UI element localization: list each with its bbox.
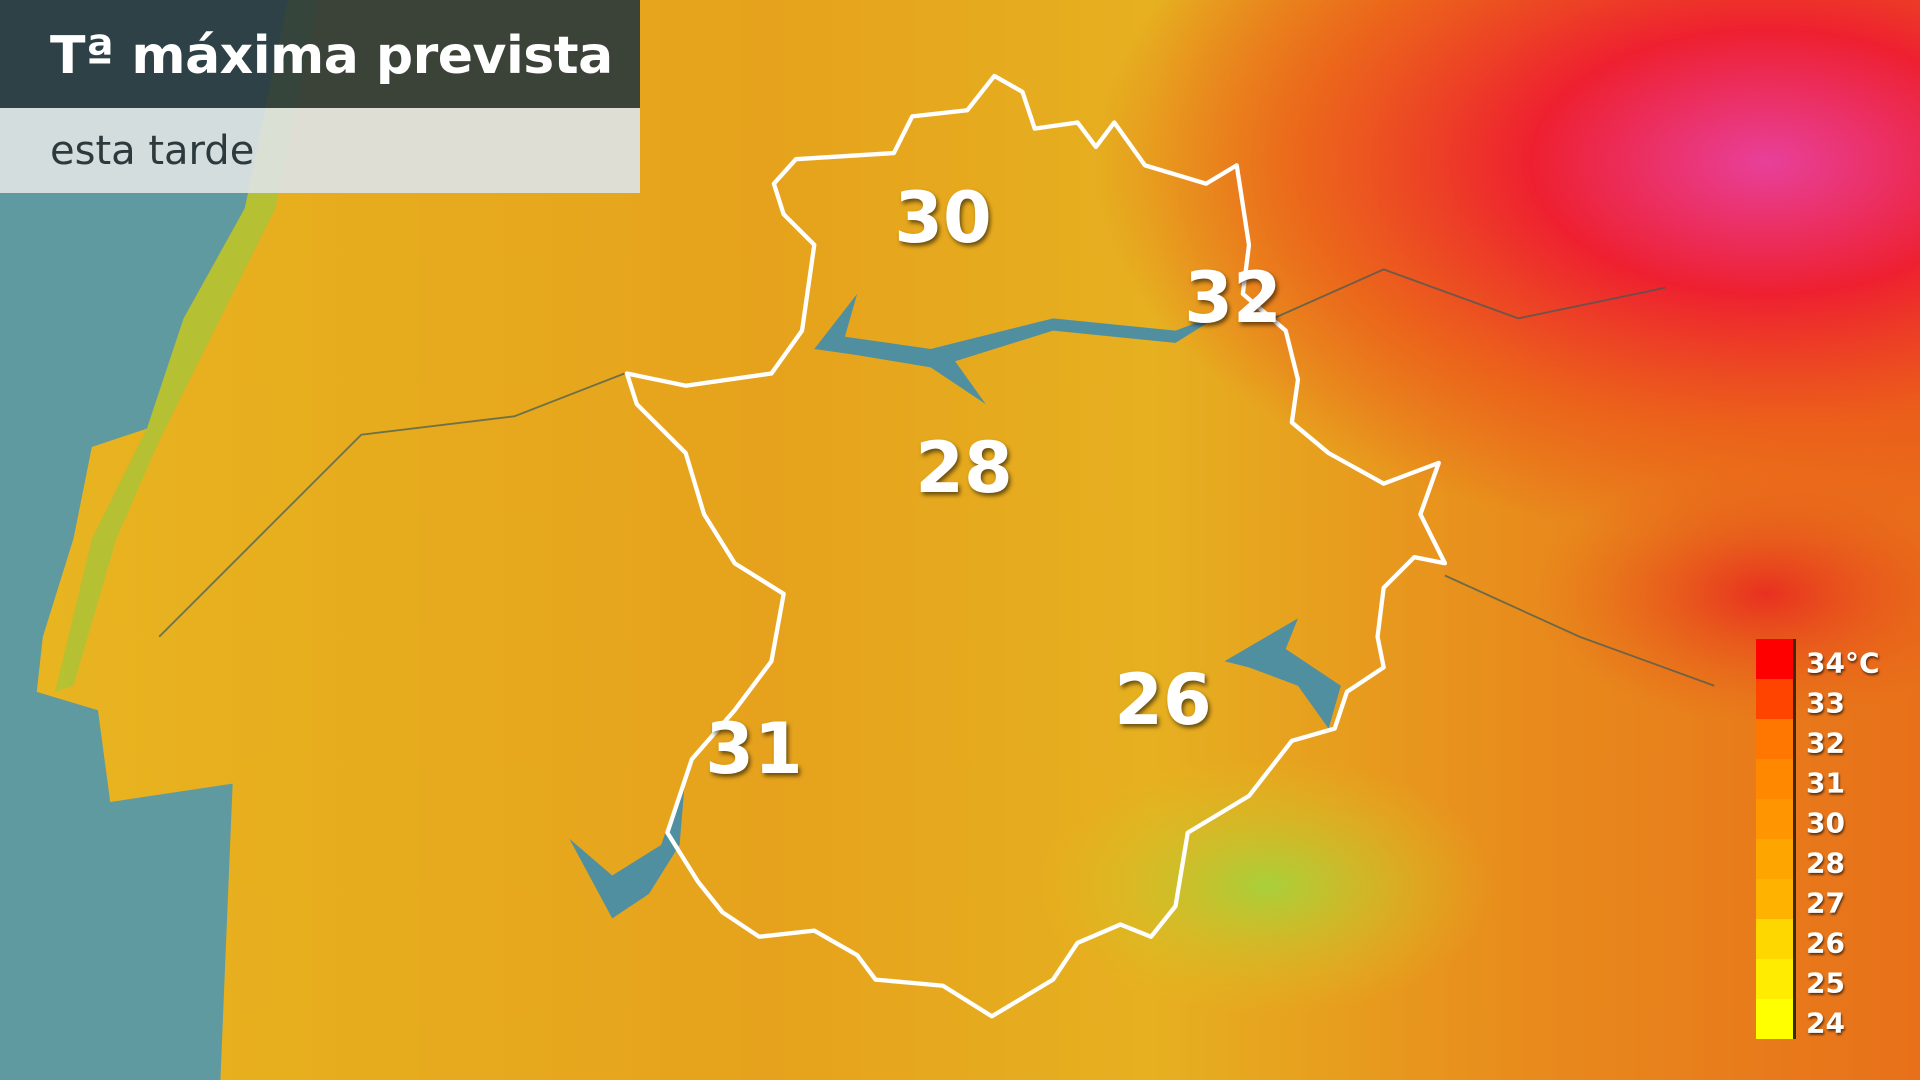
temperature-label-center: 28 [915, 427, 1013, 509]
color-legend [1756, 639, 1796, 1039]
temperature-label-southwest: 31 [705, 708, 803, 790]
title-panel: Tª máxima prevista [0, 0, 640, 108]
legend-label: 27 [1806, 886, 1845, 920]
legend-swatch [1756, 879, 1793, 919]
reservoir [569, 293, 1341, 919]
legend-label: 28 [1806, 846, 1845, 880]
legend-swatch [1756, 839, 1793, 879]
legend-swatch [1756, 759, 1793, 799]
legend-swatch [1756, 719, 1793, 759]
legend-label: 24 [1806, 1006, 1845, 1040]
legend-label: 34°C [1806, 646, 1880, 680]
legend-swatch [1756, 799, 1793, 839]
legend-label: 32 [1806, 726, 1845, 760]
map-subtitle: esta tarde [50, 128, 255, 174]
legend-swatch [1756, 919, 1793, 959]
legend-swatch [1756, 999, 1793, 1039]
temperature-label-north: 30 [894, 177, 992, 259]
legend-label: 25 [1806, 966, 1845, 1000]
map-title: Tª máxima prevista [50, 26, 613, 86]
country-border [158, 268, 1715, 687]
legend-swatch [1756, 639, 1793, 679]
legend-swatch [1756, 679, 1793, 719]
legend-swatch [1756, 959, 1793, 999]
subtitle-panel: esta tarde [0, 108, 640, 193]
region-border [624, 73, 1448, 1019]
legend-label: 26 [1806, 926, 1845, 960]
temperature-label-southeast: 26 [1114, 659, 1212, 741]
temperature-label-northeast: 32 [1184, 257, 1282, 339]
legend-label: 31 [1806, 766, 1845, 800]
sea [0, 0, 288, 1080]
legend-label: 30 [1806, 806, 1845, 840]
legend-label: 33 [1806, 686, 1845, 720]
